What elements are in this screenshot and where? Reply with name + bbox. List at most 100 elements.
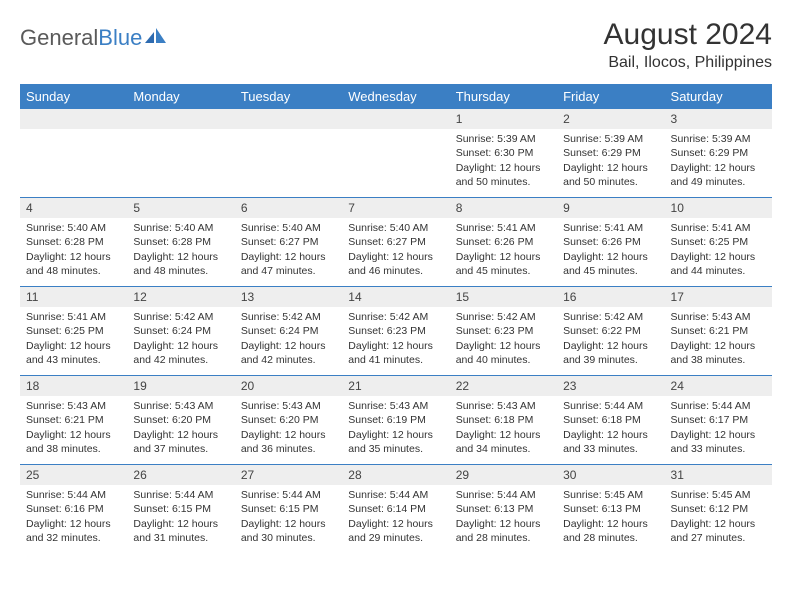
daylight-text: Daylight: 12 hours and 47 minutes.: [241, 250, 336, 278]
day-cell: [342, 109, 449, 197]
day-cell: 22 Sunrise: 5:43 AMSunset: 6:18 PMDayligh…: [450, 376, 557, 464]
sunrise-text: Sunrise: 5:39 AM: [671, 132, 766, 146]
daylight-text: Daylight: 12 hours and 30 minutes.: [241, 517, 336, 545]
day-content: Sunrise: 5:40 AMSunset: 6:28 PMDaylight:…: [127, 218, 234, 282]
sunset-text: Sunset: 6:24 PM: [241, 324, 336, 338]
sunset-text: Sunset: 6:28 PM: [26, 235, 121, 249]
day-number: [235, 109, 342, 129]
day-content: Sunrise: 5:44 AMSunset: 6:15 PMDaylight:…: [235, 485, 342, 549]
sunrise-text: Sunrise: 5:44 AM: [26, 488, 121, 502]
day-cell: 30Sunrise: 5:45 AMSunset: 6:13 PMDayligh…: [557, 465, 664, 553]
day-content: Sunrise: 5:43 AMSunset: 6:21 PMDaylight:…: [665, 307, 772, 371]
day-number: 5: [127, 198, 234, 218]
day-cell: 5Sunrise: 5:40 AMSunset: 6:28 PMDaylight…: [127, 198, 234, 286]
sunrise-text: Sunrise: 5:43 AM: [26, 399, 121, 413]
daylight-text: Daylight: 12 hours and 36 minutes.: [241, 428, 336, 456]
day-cell: 3Sunrise: 5:39 AMSunset: 6:29 PMDaylight…: [665, 109, 772, 197]
day-number: 3: [665, 109, 772, 129]
day-cell: 2Sunrise: 5:39 AMSunset: 6:29 PMDaylight…: [557, 109, 664, 197]
day-cell: 16Sunrise: 5:42 AMSunset: 6:22 PMDayligh…: [557, 287, 664, 375]
day-cell: 9Sunrise: 5:41 AMSunset: 6:26 PMDaylight…: [557, 198, 664, 286]
day-content: Sunrise: 5:40 AMSunset: 6:27 PMDaylight:…: [235, 218, 342, 282]
calendar-page: GeneralBlue August 2024 Bail, Ilocos, Ph…: [0, 0, 792, 563]
day-number: 17: [665, 287, 772, 307]
day-number: 29: [450, 465, 557, 485]
day-cell: 1Sunrise: 5:39 AMSunset: 6:30 PMDaylight…: [450, 109, 557, 197]
day-number: 25: [20, 465, 127, 485]
day-cell: 19Sunrise: 5:43 AMSunset: 6:20 PMDayligh…: [127, 376, 234, 464]
sunrise-text: Sunrise: 5:42 AM: [241, 310, 336, 324]
sunrise-text: Sunrise: 5:45 AM: [671, 488, 766, 502]
day-content: Sunrise: 5:44 AMSunset: 6:15 PMDaylight:…: [127, 485, 234, 549]
sunrise-text: Sunrise: 5:44 AM: [671, 399, 766, 413]
day-content: Sunrise: 5:45 AMSunset: 6:13 PMDaylight:…: [557, 485, 664, 549]
sunrise-text: Sunrise: 5:39 AM: [563, 132, 658, 146]
day-content: Sunrise: 5:43 AMSunset: 6:19 PMDaylight:…: [342, 396, 449, 460]
sunset-text: Sunset: 6:18 PM: [456, 413, 551, 427]
day-content: Sunrise: 5:40 AMSunset: 6:27 PMDaylight:…: [342, 218, 449, 282]
day-content: Sunrise: 5:42 AMSunset: 6:22 PMDaylight:…: [557, 307, 664, 371]
day-cell: 26Sunrise: 5:44 AMSunset: 6:15 PMDayligh…: [127, 465, 234, 553]
daylight-text: Daylight: 12 hours and 27 minutes.: [671, 517, 766, 545]
day-number: 22: [450, 376, 557, 396]
week-row: 25Sunrise: 5:44 AMSunset: 6:16 PMDayligh…: [20, 464, 772, 553]
daylight-text: Daylight: 12 hours and 44 minutes.: [671, 250, 766, 278]
day-number: 11: [20, 287, 127, 307]
day-content: Sunrise: 5:39 AMSunset: 6:29 PMDaylight:…: [665, 129, 772, 193]
day-number: [127, 109, 234, 129]
day-number: 4: [20, 198, 127, 218]
sunset-text: Sunset: 6:29 PM: [563, 146, 658, 160]
day-cell: 8Sunrise: 5:41 AMSunset: 6:26 PMDaylight…: [450, 198, 557, 286]
sunset-text: Sunset: 6:25 PM: [26, 324, 121, 338]
day-cell: 6Sunrise: 5:40 AMSunset: 6:27 PMDaylight…: [235, 198, 342, 286]
day-cell: 10Sunrise: 5:41 AMSunset: 6:25 PMDayligh…: [665, 198, 772, 286]
day-number: 10: [665, 198, 772, 218]
day-number: 23: [557, 376, 664, 396]
day-header: Tuesday: [235, 84, 342, 109]
sunrise-text: Sunrise: 5:43 AM: [348, 399, 443, 413]
sunset-text: Sunset: 6:20 PM: [241, 413, 336, 427]
day-number: 2: [557, 109, 664, 129]
day-content: Sunrise: 5:45 AMSunset: 6:12 PMDaylight:…: [665, 485, 772, 549]
day-cell: 28Sunrise: 5:44 AMSunset: 6:14 PMDayligh…: [342, 465, 449, 553]
logo-text-blue: Blue: [98, 25, 142, 51]
sunset-text: Sunset: 6:20 PM: [133, 413, 228, 427]
sunset-text: Sunset: 6:24 PM: [133, 324, 228, 338]
sunset-text: Sunset: 6:30 PM: [456, 146, 551, 160]
sunrise-text: Sunrise: 5:42 AM: [348, 310, 443, 324]
day-cell: 17Sunrise: 5:43 AMSunset: 6:21 PMDayligh…: [665, 287, 772, 375]
day-content: Sunrise: 5:42 AMSunset: 6:24 PMDaylight:…: [127, 307, 234, 371]
sunrise-text: Sunrise: 5:43 AM: [456, 399, 551, 413]
day-cell: 7Sunrise: 5:40 AMSunset: 6:27 PMDaylight…: [342, 198, 449, 286]
day-content: Sunrise: 5:41 AMSunset: 6:25 PMDaylight:…: [665, 218, 772, 282]
day-header: Saturday: [665, 84, 772, 109]
sunset-text: Sunset: 6:16 PM: [26, 502, 121, 516]
daylight-text: Daylight: 12 hours and 29 minutes.: [348, 517, 443, 545]
logo-sail-icon: [145, 24, 167, 50]
daylight-text: Daylight: 12 hours and 49 minutes.: [671, 161, 766, 189]
sunset-text: Sunset: 6:14 PM: [348, 502, 443, 516]
sunset-text: Sunset: 6:19 PM: [348, 413, 443, 427]
daylight-text: Daylight: 12 hours and 38 minutes.: [671, 339, 766, 367]
day-content: Sunrise: 5:44 AMSunset: 6:17 PMDaylight:…: [665, 396, 772, 460]
day-cell: 20 Sunrise: 5:43 AMSunset: 6:20 PMDayligh…: [235, 376, 342, 464]
day-number: 20: [235, 376, 342, 396]
day-number: 24: [665, 376, 772, 396]
sunrise-text: Sunrise: 5:44 AM: [456, 488, 551, 502]
sunrise-text: Sunrise: 5:43 AM: [241, 399, 336, 413]
location: Bail, Ilocos, Philippines: [604, 54, 772, 72]
sunset-text: Sunset: 6:13 PM: [563, 502, 658, 516]
day-number: [20, 109, 127, 129]
calendar-grid: SundayMondayTuesdayWednesdayThursdayFrid…: [20, 84, 772, 553]
daylight-text: Daylight: 12 hours and 35 minutes.: [348, 428, 443, 456]
day-content: Sunrise: 5:42 AMSunset: 6:23 PMDaylight:…: [342, 307, 449, 371]
daylight-text: Daylight: 12 hours and 50 minutes.: [563, 161, 658, 189]
sunset-text: Sunset: 6:27 PM: [348, 235, 443, 249]
week-row: 4Sunrise: 5:40 AMSunset: 6:28 PMDaylight…: [20, 197, 772, 286]
daylight-text: Daylight: 12 hours and 37 minutes.: [133, 428, 228, 456]
daylight-text: Daylight: 12 hours and 45 minutes.: [456, 250, 551, 278]
day-number: 31: [665, 465, 772, 485]
daylight-text: Daylight: 12 hours and 34 minutes.: [456, 428, 551, 456]
daylight-text: Daylight: 12 hours and 31 minutes.: [133, 517, 228, 545]
day-content: Sunrise: 5:39 AMSunset: 6:29 PMDaylight:…: [557, 129, 664, 193]
